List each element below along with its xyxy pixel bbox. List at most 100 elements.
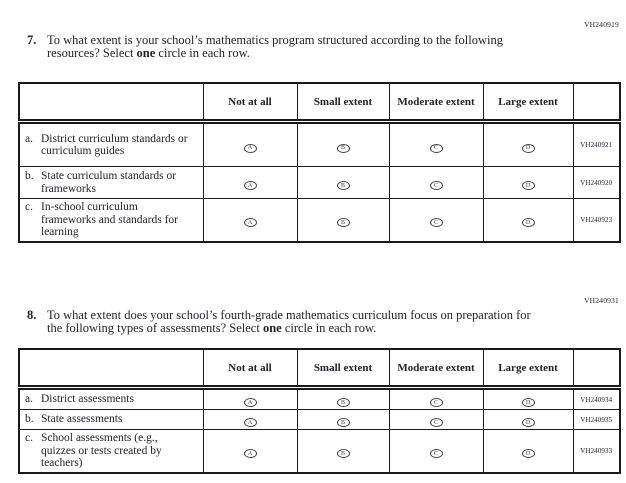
row-code: VH240921 — [572, 121, 621, 167]
question-7-bold-word: one — [136, 46, 156, 60]
row-code: VH240934 — [572, 387, 621, 410]
answer-circle-b[interactable]: B — [336, 398, 350, 407]
question-7-table: Not at all Small extent Moderate extent … — [18, 82, 621, 243]
answer-cell: B — [296, 198, 390, 242]
answer-circle-a[interactable]: A — [243, 418, 257, 427]
answer-circle-b[interactable]: B — [336, 418, 350, 427]
answer-circle-d[interactable]: D — [521, 398, 535, 407]
answer-circle-d[interactable]: D — [521, 449, 535, 459]
table-7-header-row: Not at all Small extent Moderate extent … — [18, 82, 621, 124]
t8-header-not-at-all: Not at all — [202, 348, 298, 390]
question-8-text-start: To what extent does your school’s fourth… — [47, 308, 531, 335]
t7-header-large-extent: Large extent — [482, 82, 574, 124]
answer-circle-a[interactable]: A — [243, 143, 257, 153]
answer-circle-c[interactable]: C — [429, 418, 443, 427]
row-code: VH240923 — [572, 198, 621, 242]
t7-header-empty — [18, 82, 204, 124]
row-label: School assessments (e.g., quizzes or tes… — [41, 432, 162, 469]
answer-circle-d[interactable]: D — [521, 218, 535, 228]
row-label: In-school curriculum frameworks and stan… — [41, 201, 178, 238]
answer-cell: A — [202, 387, 298, 410]
question-8-section: VH240931 8. To what extent does your sch… — [0, 296, 626, 474]
question-8-code: VH240931 — [584, 296, 619, 305]
answer-circle-b[interactable]: B — [336, 218, 350, 228]
question-7-number: 7. — [27, 33, 37, 47]
t7-header-code-empty — [572, 82, 621, 124]
question-8-text: To what extent does your school’s fourth… — [47, 309, 544, 335]
row-label-cell: c. School assessments (e.g., quizzes or t… — [18, 429, 204, 473]
question-7-text: To what extent is your school’s mathemat… — [47, 34, 544, 60]
answer-circle-a[interactable]: A — [243, 398, 257, 407]
answer-circle-c[interactable]: C — [429, 143, 443, 153]
table-row: a. District curriculum standards or curri… — [18, 121, 621, 167]
row-label-cell: b. State curriculum standards or framewor… — [18, 166, 204, 199]
answer-circle-b[interactable]: B — [336, 449, 350, 459]
answer-cell: A — [202, 429, 298, 473]
answer-cell: D — [482, 429, 574, 473]
question-8-text-end: circle in each row. — [281, 321, 377, 335]
answer-circle-a[interactable]: A — [243, 449, 257, 459]
answer-circle-c[interactable]: C — [429, 218, 443, 228]
answer-cell: C — [388, 429, 484, 473]
question-8-table: Not at all Small extent Moderate extent … — [18, 348, 621, 474]
t7-header-not-at-all: Not at all — [202, 82, 298, 124]
row-label: District curriculum standards or curricu… — [41, 132, 188, 158]
answer-cell: C — [388, 409, 484, 430]
answer-circle-b[interactable]: B — [336, 143, 350, 153]
question-8-bold-word: one — [262, 321, 282, 335]
row-label-cell: c. In-school curriculum frameworks and st… — [18, 198, 204, 242]
row-label-cell: b. State assessments — [18, 409, 204, 430]
answer-circle-c[interactable]: C — [429, 181, 443, 190]
t8-header-moderate-extent: Moderate extent — [388, 348, 484, 390]
answer-cell: C — [388, 121, 484, 167]
row-letter: c. — [25, 201, 33, 213]
answer-cell: D — [482, 387, 574, 410]
answer-cell: D — [482, 198, 574, 242]
row-label-cell: a. District assessments — [18, 387, 204, 410]
row-code: VH240933 — [572, 429, 621, 473]
question-8-number: 8. — [27, 308, 37, 322]
table-row: a. District assessments A B C D VH240934 — [18, 387, 621, 410]
row-letter: b. — [25, 170, 34, 182]
answer-cell: B — [296, 387, 390, 410]
table-row: c. In-school curriculum frameworks and st… — [18, 198, 621, 242]
answer-cell: A — [202, 166, 298, 199]
row-letter: c. — [25, 432, 33, 444]
answer-cell: B — [296, 409, 390, 430]
table-row: b. State assessments A B C D VH240935 — [18, 409, 621, 430]
answer-cell: A — [202, 409, 298, 430]
answer-cell: D — [482, 409, 574, 430]
t8-header-code-empty — [572, 348, 621, 390]
row-label: District assessments — [41, 393, 134, 406]
answer-cell: C — [388, 387, 484, 410]
row-letter: a. — [25, 393, 33, 406]
answer-cell: D — [482, 121, 574, 167]
answer-circle-c[interactable]: C — [429, 449, 443, 459]
t7-header-small-extent: Small extent — [296, 82, 390, 124]
answer-circle-d[interactable]: D — [521, 181, 535, 190]
answer-cell: B — [296, 166, 390, 199]
row-label: State curriculum standards or frameworks — [41, 170, 177, 195]
answer-circle-d[interactable]: D — [521, 143, 535, 153]
row-letter: b. — [25, 413, 34, 426]
question-7: 7. To what extent is your school’s mathe… — [27, 34, 626, 60]
question-7-text-start: To what extent is your school’s mathemat… — [47, 33, 503, 60]
t8-header-small-extent: Small extent — [296, 348, 390, 390]
answer-circle-c[interactable]: C — [429, 398, 443, 407]
row-code: VH240920 — [572, 166, 621, 199]
answer-circle-a[interactable]: A — [243, 218, 257, 228]
answer-circle-d[interactable]: D — [521, 418, 535, 427]
answer-circle-b[interactable]: B — [336, 181, 350, 190]
answer-cell: B — [296, 121, 390, 167]
question-7-section: VH240919 7. To what extent is your schoo… — [0, 20, 626, 243]
question-7-code: VH240919 — [584, 20, 619, 29]
t8-header-large-extent: Large extent — [482, 348, 574, 390]
answer-cell: C — [388, 198, 484, 242]
table-8-header-row: Not at all Small extent Moderate extent … — [18, 348, 621, 390]
row-label-cell: a. District curriculum standards or curri… — [18, 121, 204, 167]
table-row: c. School assessments (e.g., quizzes or t… — [18, 429, 621, 473]
answer-cell: C — [388, 166, 484, 199]
answer-circle-a[interactable]: A — [243, 181, 257, 190]
table-row: b. State curriculum standards or framewor… — [18, 166, 621, 199]
